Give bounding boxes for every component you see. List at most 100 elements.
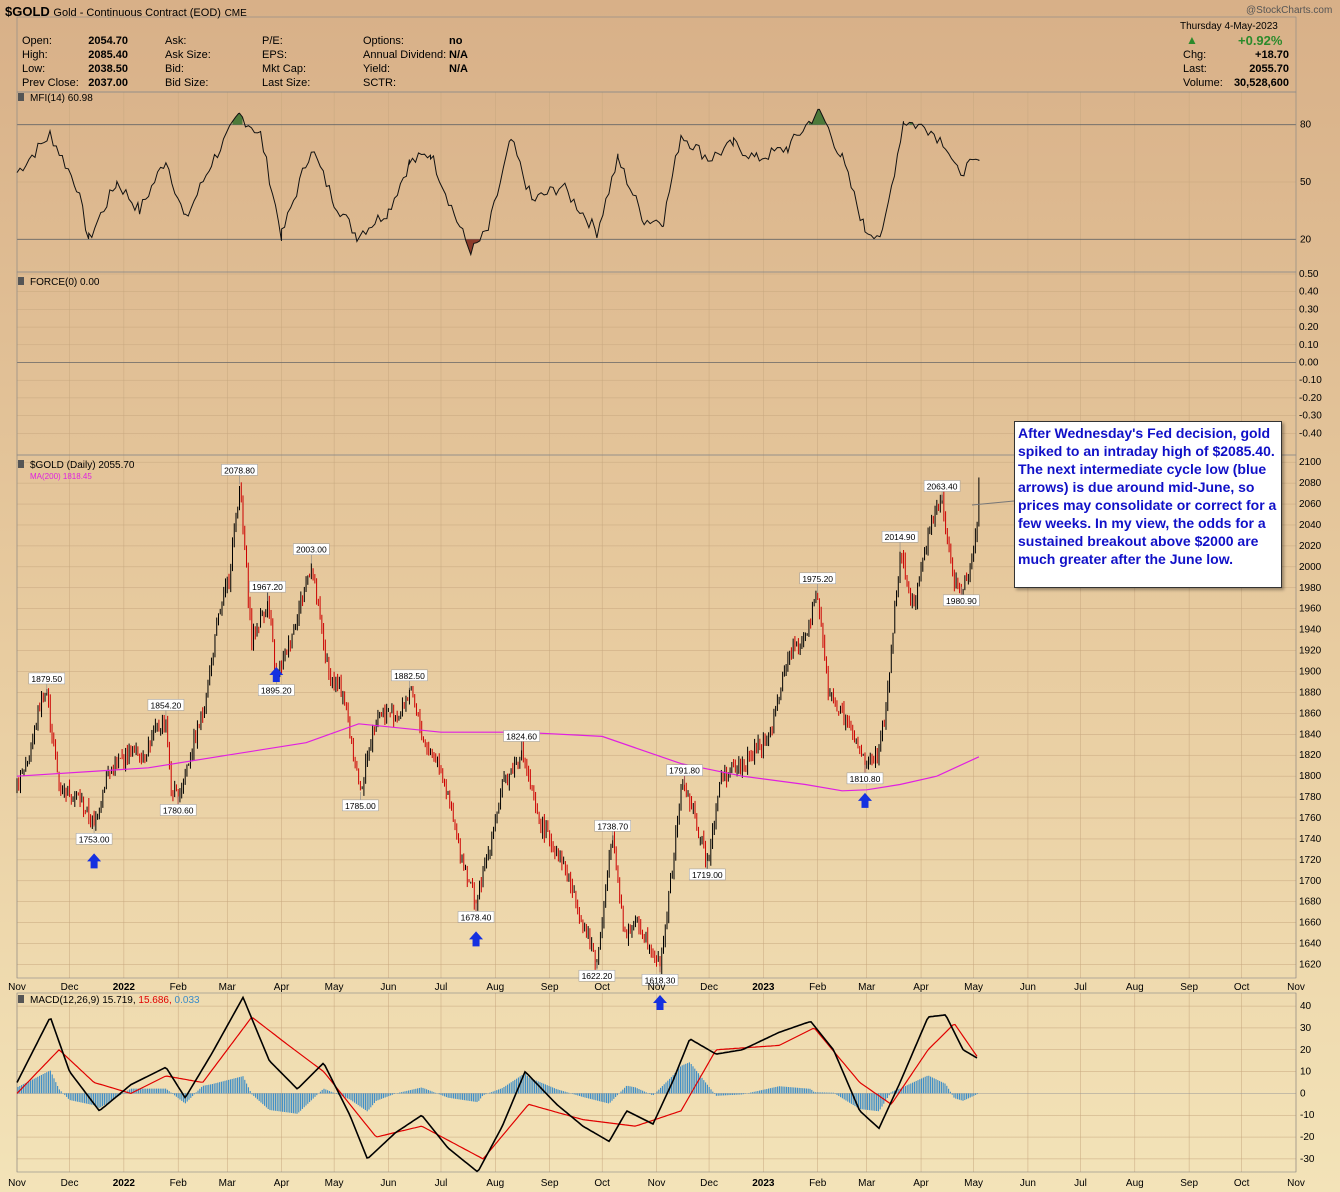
stat-label: Ask Size:: [165, 49, 211, 61]
x-tick-label: Nov: [1287, 1178, 1305, 1189]
mfi-overbought-fill: [232, 113, 243, 125]
x-tick-label: Oct: [1234, 982, 1250, 993]
x-tick-label: Aug: [486, 1178, 504, 1189]
macd-tick-label: -20: [1300, 1132, 1315, 1143]
stat-value: 2038.50: [88, 63, 128, 75]
annotation-box: [258, 684, 295, 696]
annotation-box: [799, 572, 836, 585]
annotation-box: [293, 543, 330, 555]
price-tick-label: 1840: [1299, 729, 1322, 740]
macd-label: MACD(12,26,9) 15.719,: [30, 995, 138, 1006]
price-annotation-label: 1895.20: [261, 686, 292, 696]
x-tick-label: Jul: [435, 1178, 448, 1189]
price-tick-label: 2000: [1299, 562, 1322, 573]
price-annotation-label: 2003.00: [296, 545, 327, 555]
price-annotation-label: 1738.70: [597, 821, 628, 831]
stat-value: no: [449, 35, 463, 47]
x-tick-label: Jun: [1020, 982, 1036, 993]
x-tick-label: 2022: [113, 1178, 136, 1189]
force-tick-label: -0.40: [1299, 428, 1322, 439]
price-tick-label: 2020: [1299, 541, 1322, 552]
x-tick-label: Nov: [8, 982, 26, 993]
price-tick-label: 1860: [1299, 708, 1322, 719]
force-tick-label: 0.20: [1299, 322, 1319, 333]
price-tick-label: 2060: [1299, 499, 1322, 510]
price-tick-label: 1660: [1299, 918, 1322, 929]
price-tick-label: 1780: [1299, 792, 1322, 803]
price-annotation-label: 1622.20: [582, 971, 613, 981]
cycle-low-arrow-icon: [87, 853, 102, 869]
price-tick-label: 1740: [1299, 834, 1322, 845]
macd-line: [16, 995, 978, 1173]
stat-label: Chg:: [1183, 49, 1207, 61]
macd-tick-label: -30: [1300, 1154, 1315, 1165]
x-tick-label: Feb: [809, 982, 827, 993]
cycle-low-arrow-icon: [469, 931, 484, 947]
x-tick-label: Feb: [170, 1178, 188, 1189]
x-tick-label: Apr: [274, 1178, 290, 1189]
force-tick-label: -0.20: [1299, 393, 1322, 404]
mfi-title: MFI(14) 60.98: [30, 93, 93, 104]
x-tick-label: Mar: [858, 1178, 876, 1189]
x-tick-label: May: [964, 982, 983, 993]
macd-tick-label: 10: [1300, 1067, 1312, 1078]
x-tick-label: Mar: [219, 982, 237, 993]
force-tick-label: 0.00: [1299, 358, 1319, 369]
price-annotation-label: 1882.50: [394, 671, 425, 681]
brand-watermark: @StockCharts.com: [1246, 5, 1333, 16]
stat-value: N/A: [449, 63, 468, 75]
commentary-callout: After Wednesday's Fed decision, gold spi…: [1014, 421, 1282, 588]
stat-label: Options:: [363, 35, 404, 47]
price-annotation-label: 1824.60: [506, 731, 537, 741]
x-tick-label: Jul: [435, 982, 448, 993]
annotation-box: [943, 594, 980, 607]
stat-value: 2085.40: [88, 49, 128, 61]
annotation-box: [641, 974, 679, 986]
price-tick-label: 1900: [1299, 666, 1322, 677]
annotation-box: [391, 669, 428, 682]
x-tick-label: May: [325, 1178, 344, 1189]
x-tick-label: Dec: [700, 1178, 718, 1189]
annotation-box: [159, 804, 197, 816]
x-tick-label: Sep: [541, 982, 559, 993]
macd-tick-label: 0: [1300, 1088, 1306, 1099]
annotation-box: [249, 580, 286, 593]
x-tick-label: Jul: [1074, 1178, 1087, 1189]
x-tick-label: 2023: [752, 982, 775, 993]
price-annotation-label: 1967.20: [252, 582, 283, 592]
x-tick-label: Apr: [913, 982, 929, 993]
quote-date: Thursday 4-May-2023: [1180, 21, 1278, 32]
macd-tick-label: -10: [1300, 1110, 1315, 1121]
price-annotation-label: 1618.30: [645, 975, 676, 985]
annotation-box: [28, 672, 66, 685]
stat-value: 30,528,600: [1233, 77, 1289, 89]
cycle-low-arrow-icon: [653, 995, 668, 1010]
x-tick-label: 2022: [113, 982, 136, 993]
macd-title: MACD(12,26,9) 15.719, 15.686, 0.033: [30, 995, 200, 1006]
force-title: FORCE(0) 0.00: [30, 277, 100, 288]
mfi-tick-label: 50: [1300, 177, 1312, 188]
x-tick-label: Oct: [594, 982, 610, 993]
x-tick-label: Oct: [594, 1178, 610, 1189]
x-tick-label: Sep: [541, 1178, 559, 1189]
x-tick-label: Aug: [486, 982, 504, 993]
price-annotation-label: 1879.50: [31, 674, 62, 684]
macd-signal-value: 15.686,: [138, 995, 174, 1006]
panel-handle-icon: [18, 93, 24, 101]
stat-label: Last Size:: [262, 77, 311, 89]
stat-label: SCTR:: [363, 77, 396, 89]
annotation-box: [342, 799, 379, 812]
x-tick-label: Jun: [380, 982, 396, 993]
panel-handle-icon: [18, 460, 24, 468]
price-tick-label: 1800: [1299, 771, 1322, 782]
price-annotation-label: 2063.40: [927, 481, 958, 491]
stat-label: Annual Dividend:: [363, 49, 447, 61]
stat-value: 2055.70: [1249, 63, 1289, 75]
price-tick-label: 2100: [1299, 457, 1322, 468]
ma200-line: [16, 723, 980, 792]
stat-label: Volume:: [1183, 77, 1223, 89]
force-tick-label: 0.50: [1299, 269, 1319, 280]
stat-label: Low:: [22, 63, 46, 75]
stat-label: Bid Size:: [165, 77, 209, 89]
